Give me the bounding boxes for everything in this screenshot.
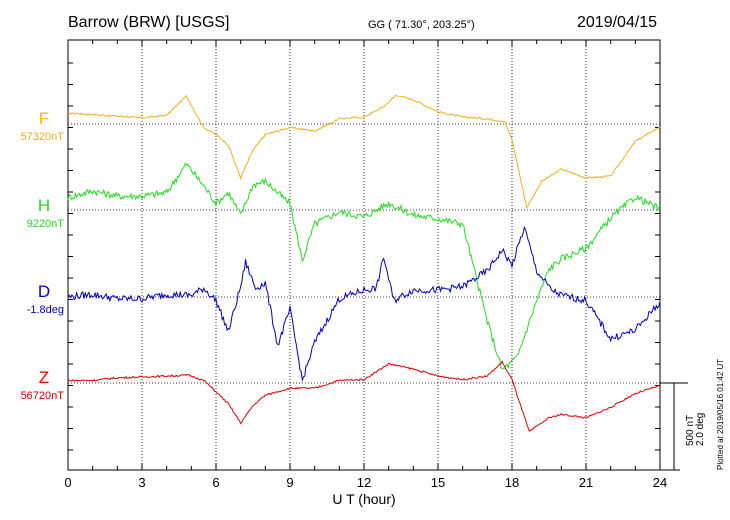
plotted-at-label: Plotted at 2019/05/16 01:42 UT <box>716 359 725 470</box>
date-label: 2019/04/15 <box>577 14 657 31</box>
series-name-z: Z <box>39 368 49 387</box>
x-tick-label: 0 <box>64 475 71 490</box>
scale-bar: 500 nT 2.0 deg <box>660 382 706 471</box>
grid-lines <box>68 40 660 470</box>
series-group <box>67 94 661 432</box>
series-line-f <box>68 94 661 209</box>
axis-ticks <box>67 40 661 470</box>
x-tick-label: 24 <box>653 475 667 490</box>
x-tick-label: 18 <box>505 475 519 490</box>
station-title: Barrow (BRW) [USGS] <box>68 14 230 31</box>
series-line-z <box>67 360 661 432</box>
series-labels: F 57320nT H 9220nT D -1.8deg Z 56720nT <box>21 109 65 402</box>
scale-nt-label: 500 nT <box>685 415 696 446</box>
x-tick-label: 15 <box>431 475 445 490</box>
series-baseline-f: 57320nT <box>21 131 65 143</box>
x-tick-label: 3 <box>138 475 145 490</box>
scale-deg-label: 2.0 deg <box>695 413 706 446</box>
x-tick-label: 9 <box>286 475 293 490</box>
coordinates-label: GG ( 71.30°, 203.25°) <box>368 19 475 31</box>
series-line-d <box>67 225 661 382</box>
series-line-h <box>67 162 661 370</box>
plot-frame <box>67 39 661 471</box>
series-baseline-z: 56720nT <box>21 390 65 402</box>
x-axis-label: U T (hour) <box>332 491 395 507</box>
x-tick-labels: 0 3 6 9 12 15 18 21 24 <box>64 475 667 490</box>
series-baseline-d: -1.8deg <box>27 304 64 316</box>
x-tick-label: 12 <box>357 475 371 490</box>
x-tick-label: 21 <box>579 475 593 490</box>
series-baseline-h: 9220nT <box>27 218 65 230</box>
x-tick-label: 6 <box>212 475 219 490</box>
series-name-d: D <box>38 282 50 301</box>
series-name-f: F <box>39 109 49 128</box>
series-name-h: H <box>38 196 50 215</box>
